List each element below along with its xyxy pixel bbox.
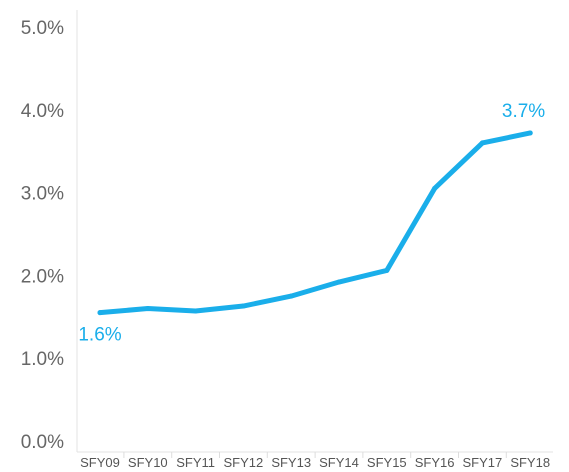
data-labels: 1.6% 3.7%: [78, 101, 545, 346]
y-tick-label: 2.0%: [21, 266, 64, 287]
y-tick-label: 0.0%: [21, 432, 64, 453]
series-line: [97, 130, 533, 316]
x-tick-label: SFY17: [463, 455, 503, 470]
x-tick-label: SFY10: [128, 455, 168, 470]
x-axis-ticks: SFY09 SFY10 SFY11 SFY12 SFY13 SFY14 SFY15 SFY16…: [80, 452, 550, 470]
data-point: [479, 140, 485, 146]
y-tick-label: 5.0%: [21, 18, 64, 39]
data-label: 3.7%: [502, 101, 545, 122]
data-point: [288, 293, 294, 299]
y-tick-label: 4.0%: [21, 101, 64, 122]
x-tick-label: SFY16: [415, 455, 455, 470]
data-point: [193, 308, 199, 314]
y-tick-label: 3.0%: [21, 184, 64, 205]
data-point: [145, 306, 151, 312]
x-tick-label: SFY12: [224, 455, 264, 470]
x-tick-label: SFY09: [80, 455, 120, 470]
x-tick-label: SFY13: [271, 455, 311, 470]
data-point: [336, 279, 342, 285]
data-point: [432, 185, 438, 191]
y-tick-label: 1.0%: [21, 349, 64, 370]
x-tick-label: SFY14: [319, 455, 359, 470]
data-point: [97, 310, 103, 316]
series-group: [97, 130, 533, 316]
x-tick-label: SFY11: [176, 455, 215, 470]
data-point: [240, 303, 246, 309]
data-point: [527, 130, 533, 136]
data-point: [384, 267, 390, 273]
y-axis-ticks: 0.0% 1.0% 2.0% 3.0% 4.0% 5.0%: [21, 18, 64, 453]
x-tick-label: SFY15: [367, 455, 407, 470]
data-label: 1.6%: [78, 325, 121, 346]
chart-axes: [76, 10, 553, 453]
x-tick-label: SFY18: [510, 455, 550, 470]
